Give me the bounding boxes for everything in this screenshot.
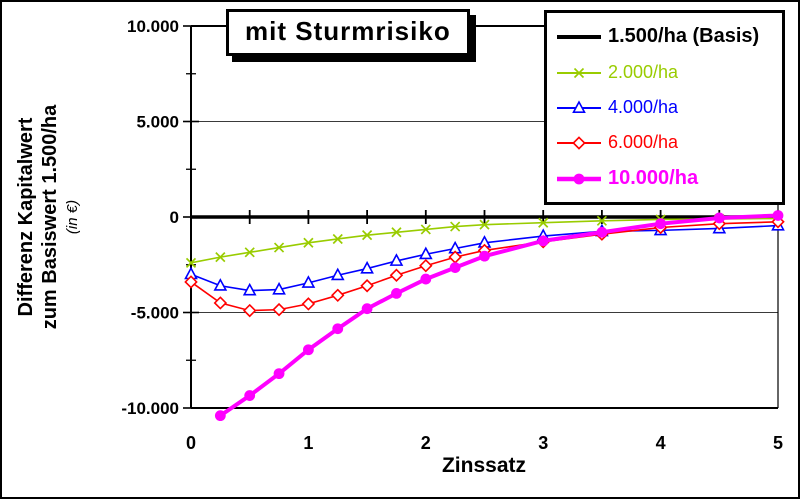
marker-dot — [303, 344, 314, 356]
x-tick-label: 3 — [538, 433, 548, 453]
marker-triangle — [418, 246, 433, 260]
marker-x — [420, 224, 431, 235]
chart-title: mit Sturmrisiko — [245, 16, 451, 46]
legend-swatch — [557, 99, 601, 113]
x-tick-label: 2 — [421, 433, 431, 453]
legend-swatch — [557, 135, 601, 150]
y-tick-label: 0 — [170, 208, 179, 227]
marker-x — [361, 230, 373, 241]
marker-x — [538, 217, 549, 228]
legend-item: 1.500/ha (Basis) — [556, 25, 780, 48]
series-markers-6-000-ha — [184, 215, 785, 318]
legend-label: 1.500/ha (Basis) — [608, 25, 760, 47]
marker-diamond — [301, 297, 316, 311]
marker-dot — [273, 368, 285, 380]
marker-x — [332, 233, 343, 245]
y-axis-title-line1: Differenz Kapitalwert — [14, 117, 37, 317]
marker-triangle — [360, 260, 374, 274]
marker-triangle — [242, 282, 257, 296]
marker-dot — [537, 235, 549, 247]
marker-x — [391, 227, 402, 238]
marker-x — [596, 215, 608, 226]
y-axis-title-line2: zum Basiswert 1.500/ha — [38, 104, 61, 330]
marker-x — [215, 252, 226, 263]
marker-dot — [391, 288, 402, 299]
marker-dot — [361, 303, 373, 315]
legend-item: 4.000/ha — [556, 97, 780, 118]
x-axis-title: Zinssatz — [441, 454, 527, 477]
marker-diamond — [419, 258, 433, 273]
legend-item: 6.000/ha — [556, 132, 780, 153]
marker-dot — [573, 173, 585, 184]
marker-dot — [479, 250, 490, 262]
marker-x — [450, 221, 461, 232]
marker-dot — [655, 218, 666, 230]
y-tick-label: 10.000 — [127, 17, 179, 36]
marker-x — [573, 67, 585, 78]
series-line-6-000-ha — [190, 220, 779, 312]
marker-x — [479, 219, 490, 230]
marker-dot — [214, 410, 226, 422]
x-tick-label: 0 — [186, 433, 196, 453]
legend: 1.500/ha (Basis) 2.000/ha 4.000/ha 6.000/ha… — [544, 10, 785, 205]
x-tick-label: 5 — [773, 433, 783, 453]
marker-triangle — [272, 281, 286, 295]
legend-label: 10.000/ha — [608, 167, 699, 189]
chart-title-box: mit Sturmrisiko — [226, 9, 470, 56]
y-axis-unit: (in €) — [63, 199, 81, 235]
marker-dot — [244, 390, 256, 401]
marker-diamond — [272, 302, 286, 317]
marker-dot — [596, 226, 608, 238]
marker-triangle — [572, 99, 586, 113]
marker-dot — [449, 262, 461, 274]
marker-x — [185, 257, 197, 268]
marker-diamond — [331, 288, 345, 303]
legend-swatch — [557, 34, 601, 39]
marker-dot — [420, 273, 432, 285]
marker-x — [244, 247, 255, 258]
marker-triangle — [330, 267, 345, 281]
marker-x — [303, 237, 314, 248]
marker-triangle — [301, 275, 316, 288]
series-line-10-000-ha — [219, 213, 779, 418]
legend-item: 2.000/ha — [556, 62, 780, 83]
marker-dot — [772, 210, 784, 221]
marker-dot — [332, 323, 344, 335]
series-line-2-000-ha — [190, 217, 779, 264]
marker-diamond — [184, 275, 198, 289]
legend-item: 10.000/ha — [556, 167, 780, 190]
y-axis-title: Differenz Kapitalwert zum Basiswert 1.50… — [14, 32, 85, 402]
legend-label: 6.000/ha — [608, 132, 679, 152]
legend-swatch — [557, 67, 601, 78]
legend-swatch — [557, 173, 601, 184]
x-tick-label: 4 — [656, 433, 666, 453]
marker-diamond — [242, 303, 257, 318]
marker-triangle — [213, 278, 228, 291]
marker-x — [273, 242, 285, 253]
marker-diamond — [572, 135, 586, 150]
marker-dot — [713, 212, 725, 224]
marker-diamond — [360, 279, 374, 293]
legend-label: 2.000/ha — [608, 62, 679, 82]
marker-diamond — [213, 296, 228, 310]
marker-triangle — [389, 253, 404, 266]
y-tick-label: 5.000 — [136, 113, 179, 132]
y-tick-label: -5.000 — [131, 304, 179, 323]
y-tick-label: -10.000 — [121, 399, 179, 418]
x-tick-label: 1 — [303, 433, 313, 453]
marker-diamond — [389, 268, 404, 282]
legend-label: 4.000/ha — [608, 97, 679, 117]
series-markers-10-000-ha — [214, 210, 784, 422]
